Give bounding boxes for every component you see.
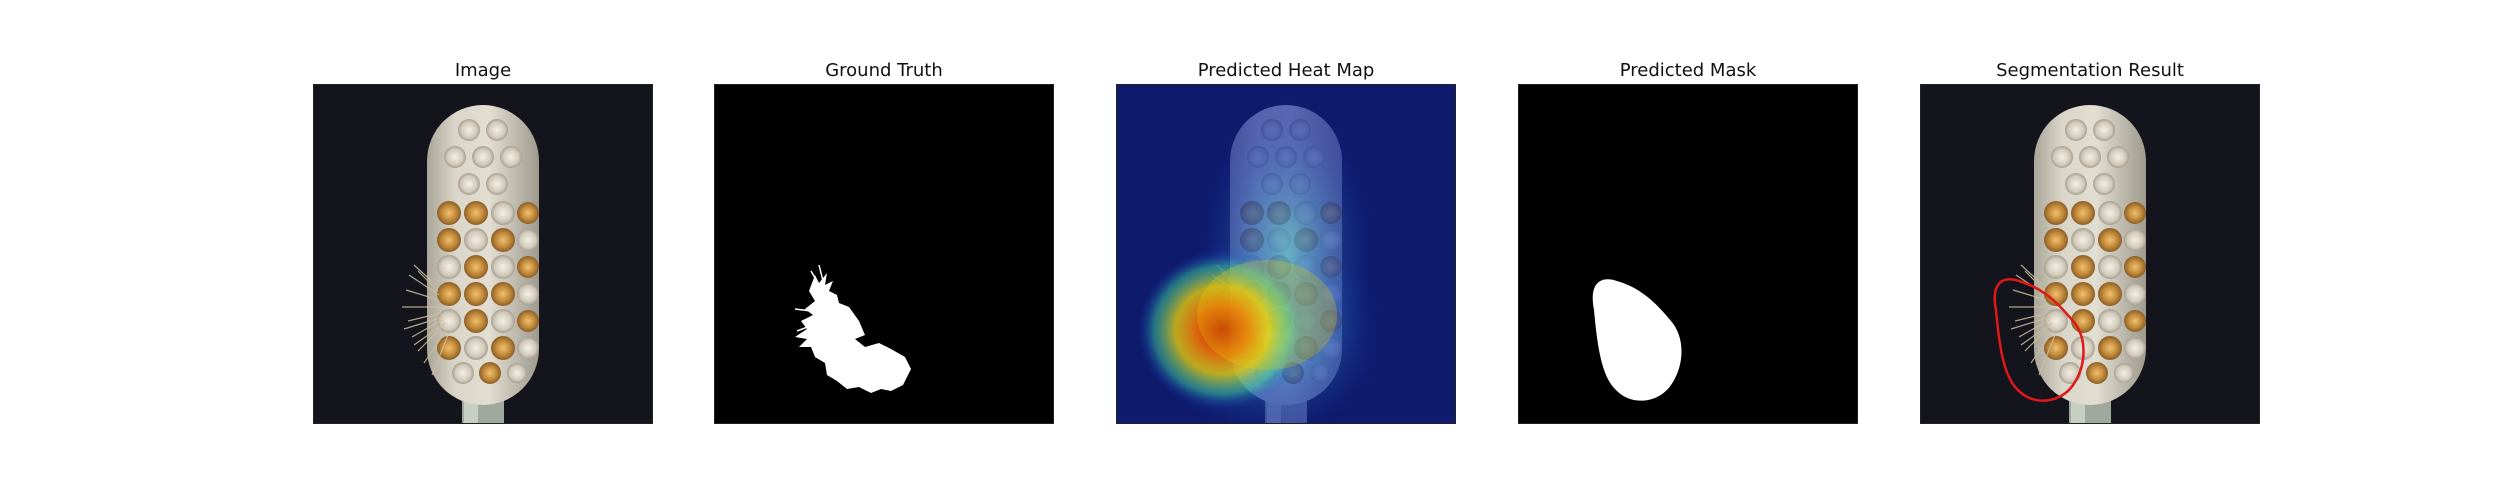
panel-title: Segmentation Result bbox=[1996, 60, 2184, 81]
input-image bbox=[313, 84, 653, 424]
panel-title: Predicted Heat Map bbox=[1197, 60, 1375, 81]
ground-truth-region bbox=[795, 273, 911, 393]
segmentation-overlay bbox=[1920, 84, 2260, 424]
panel-title: Predicted Mask bbox=[1619, 60, 1757, 81]
segmentation-contour bbox=[1993, 278, 2085, 402]
panel-predicted-mask: Predicted Mask bbox=[1518, 60, 1858, 424]
panel-title: Image bbox=[454, 60, 512, 81]
panel-heat-map: Predicted Heat Map bbox=[1116, 60, 1456, 424]
ground-truth-mask bbox=[714, 84, 1054, 424]
panel-segmentation-result: Segmentation Result bbox=[1920, 60, 2260, 424]
panel-title: Ground Truth bbox=[825, 60, 943, 81]
predicted-region bbox=[1592, 279, 1682, 401]
predicted-mask bbox=[1518, 84, 1858, 424]
heat-map-overlay bbox=[1116, 84, 1456, 424]
panel-ground-truth: Ground Truth bbox=[714, 60, 1054, 424]
panel-image: Image bbox=[313, 60, 653, 424]
